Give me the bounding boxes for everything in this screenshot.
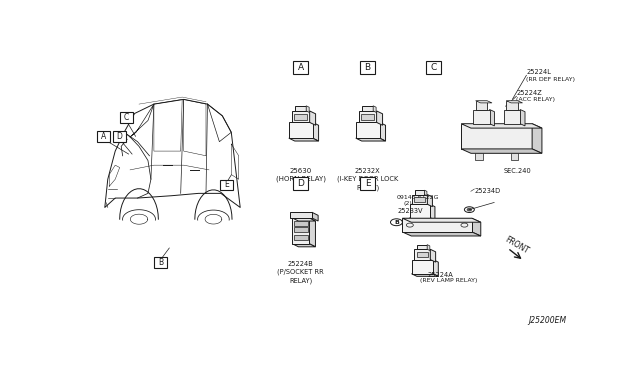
Text: 25224Z: 25224Z [516, 90, 542, 96]
Polygon shape [373, 106, 376, 112]
Polygon shape [433, 260, 438, 276]
FancyBboxPatch shape [292, 218, 309, 244]
Text: J25200EM: J25200EM [528, 316, 566, 325]
FancyBboxPatch shape [360, 177, 375, 190]
Polygon shape [520, 109, 525, 126]
Polygon shape [292, 218, 316, 221]
Polygon shape [430, 249, 436, 262]
FancyBboxPatch shape [293, 61, 308, 74]
Polygon shape [403, 218, 481, 222]
FancyBboxPatch shape [362, 113, 374, 120]
Polygon shape [506, 101, 522, 103]
Polygon shape [532, 124, 542, 153]
FancyBboxPatch shape [417, 251, 428, 257]
FancyBboxPatch shape [476, 101, 487, 109]
Polygon shape [312, 122, 319, 141]
Text: (2): (2) [404, 201, 413, 206]
Text: (RR DEF RELAY): (RR DEF RELAY) [527, 77, 575, 81]
Text: C: C [430, 63, 436, 72]
FancyBboxPatch shape [506, 101, 518, 109]
FancyBboxPatch shape [473, 109, 490, 124]
Polygon shape [306, 106, 309, 112]
Text: 25630
(HORN RELAY): 25630 (HORN RELAY) [276, 168, 326, 182]
Polygon shape [472, 218, 481, 236]
FancyBboxPatch shape [414, 249, 430, 260]
FancyBboxPatch shape [220, 180, 233, 190]
Circle shape [467, 208, 471, 211]
Text: B: B [158, 259, 163, 267]
Text: B: B [394, 220, 399, 225]
FancyBboxPatch shape [294, 221, 307, 226]
Text: A: A [298, 63, 304, 72]
Polygon shape [412, 274, 438, 276]
Polygon shape [428, 195, 433, 207]
FancyBboxPatch shape [360, 61, 375, 74]
FancyBboxPatch shape [295, 106, 306, 111]
Text: E: E [365, 179, 371, 188]
FancyBboxPatch shape [475, 153, 483, 160]
FancyBboxPatch shape [410, 204, 430, 218]
FancyBboxPatch shape [417, 245, 427, 249]
FancyBboxPatch shape [461, 124, 532, 149]
FancyBboxPatch shape [403, 218, 472, 232]
FancyBboxPatch shape [289, 212, 312, 218]
FancyBboxPatch shape [294, 227, 307, 232]
Text: 25232X
(I-KEY DOOR LOCK
RELAY): 25232X (I-KEY DOOR LOCK RELAY) [337, 168, 398, 191]
FancyBboxPatch shape [415, 190, 424, 195]
Text: B: B [365, 63, 371, 72]
Polygon shape [289, 138, 319, 141]
Polygon shape [310, 111, 316, 125]
Polygon shape [292, 244, 316, 247]
FancyBboxPatch shape [412, 195, 428, 204]
FancyBboxPatch shape [289, 122, 312, 138]
Text: FRONT: FRONT [503, 235, 530, 256]
Text: 25224A: 25224A [428, 272, 453, 278]
Polygon shape [380, 122, 385, 141]
FancyBboxPatch shape [154, 257, 167, 268]
Polygon shape [461, 124, 542, 128]
Polygon shape [490, 109, 495, 126]
Text: 25234D: 25234D [474, 188, 500, 194]
Polygon shape [376, 111, 383, 125]
Polygon shape [312, 212, 318, 221]
FancyBboxPatch shape [511, 153, 518, 160]
FancyBboxPatch shape [113, 131, 126, 142]
Polygon shape [461, 149, 542, 153]
FancyBboxPatch shape [504, 109, 520, 124]
Polygon shape [309, 218, 316, 247]
FancyBboxPatch shape [97, 131, 110, 142]
Polygon shape [424, 190, 427, 196]
FancyBboxPatch shape [415, 197, 425, 202]
FancyBboxPatch shape [293, 177, 308, 190]
Polygon shape [410, 218, 435, 220]
Polygon shape [430, 204, 435, 220]
Text: D: D [298, 179, 304, 188]
Polygon shape [476, 101, 492, 103]
FancyBboxPatch shape [362, 106, 373, 111]
FancyBboxPatch shape [294, 235, 307, 240]
Text: 25224B
(P/SOCKET RR
RELAY): 25224B (P/SOCKET RR RELAY) [277, 261, 324, 284]
Polygon shape [356, 138, 385, 141]
Text: 25233V: 25233V [397, 208, 423, 214]
Text: C: C [124, 113, 129, 122]
Text: D: D [116, 132, 123, 141]
FancyBboxPatch shape [120, 112, 132, 123]
Text: (ACC RELAY): (ACC RELAY) [516, 97, 556, 102]
FancyBboxPatch shape [359, 111, 376, 122]
Text: SEC.240: SEC.240 [504, 168, 532, 174]
FancyBboxPatch shape [292, 111, 310, 122]
Polygon shape [403, 232, 481, 236]
Text: A: A [101, 132, 106, 141]
Text: (REV LAMP RELAY): (REV LAMP RELAY) [420, 279, 477, 283]
Text: 09146-6122G: 09146-6122G [396, 195, 439, 201]
FancyBboxPatch shape [426, 61, 440, 74]
Text: E: E [225, 180, 229, 189]
FancyBboxPatch shape [412, 260, 433, 274]
FancyBboxPatch shape [356, 122, 380, 138]
Text: 25224L: 25224L [527, 69, 551, 75]
FancyBboxPatch shape [294, 113, 307, 120]
Polygon shape [427, 245, 430, 251]
